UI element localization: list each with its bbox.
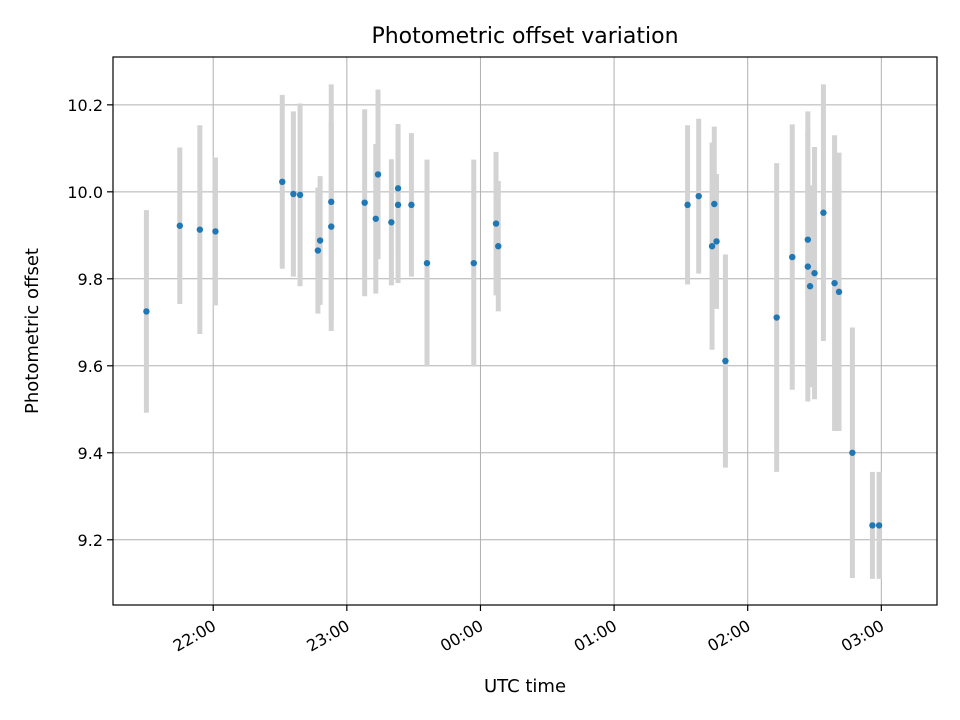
y-tick-label: 10.2 xyxy=(67,96,103,115)
grid-lines xyxy=(113,57,937,605)
data-point xyxy=(423,259,431,267)
data-point xyxy=(713,238,720,245)
data-point xyxy=(328,223,335,230)
data-point xyxy=(143,308,150,315)
data-point xyxy=(722,357,729,365)
data-point xyxy=(408,201,415,209)
data-point xyxy=(806,283,814,290)
data-point xyxy=(374,171,382,178)
data-point xyxy=(388,219,395,226)
data-point xyxy=(789,253,796,261)
data-point xyxy=(196,226,204,233)
data-point xyxy=(831,279,838,287)
data-point xyxy=(296,191,304,199)
data-point xyxy=(849,449,856,456)
data-point xyxy=(290,190,297,198)
data-point xyxy=(470,259,477,267)
data-point xyxy=(684,201,691,209)
data-point xyxy=(711,200,718,208)
data-point xyxy=(212,228,219,235)
y-tick-label: 9.6 xyxy=(78,357,103,376)
data-point xyxy=(314,247,322,254)
data-point xyxy=(361,199,368,206)
data-point xyxy=(869,522,876,529)
data-point xyxy=(708,242,716,250)
data-point xyxy=(394,185,402,192)
data-point xyxy=(495,242,502,250)
data-point xyxy=(328,198,335,206)
data-point xyxy=(804,263,812,270)
data-point xyxy=(316,237,324,244)
y-axis-ticks: 9.2 9.4 9.6 9.8 10.0 10.2 xyxy=(67,96,113,550)
data-point xyxy=(279,178,286,186)
chart-title: Photometric offset variation xyxy=(371,24,678,49)
data-point xyxy=(835,288,843,296)
y-tick-label: 9.4 xyxy=(78,444,103,463)
data-point xyxy=(773,314,780,321)
y-tick-label: 9.8 xyxy=(78,270,103,289)
data-point xyxy=(372,215,379,222)
data-point xyxy=(176,222,184,229)
data-points xyxy=(143,171,883,529)
data-point xyxy=(811,269,818,277)
data-point xyxy=(492,220,500,227)
data-point xyxy=(695,192,702,200)
data-point xyxy=(394,201,402,209)
y-axis-label: Photometric offset xyxy=(22,248,43,414)
y-tick-label: 10.0 xyxy=(67,183,103,202)
x-axis-label: UTC time xyxy=(484,676,566,697)
data-point xyxy=(820,209,827,216)
data-point xyxy=(804,236,812,243)
plot-frame xyxy=(112,56,938,606)
data-point xyxy=(875,522,883,529)
y-tick-label: 9.2 xyxy=(78,531,103,550)
